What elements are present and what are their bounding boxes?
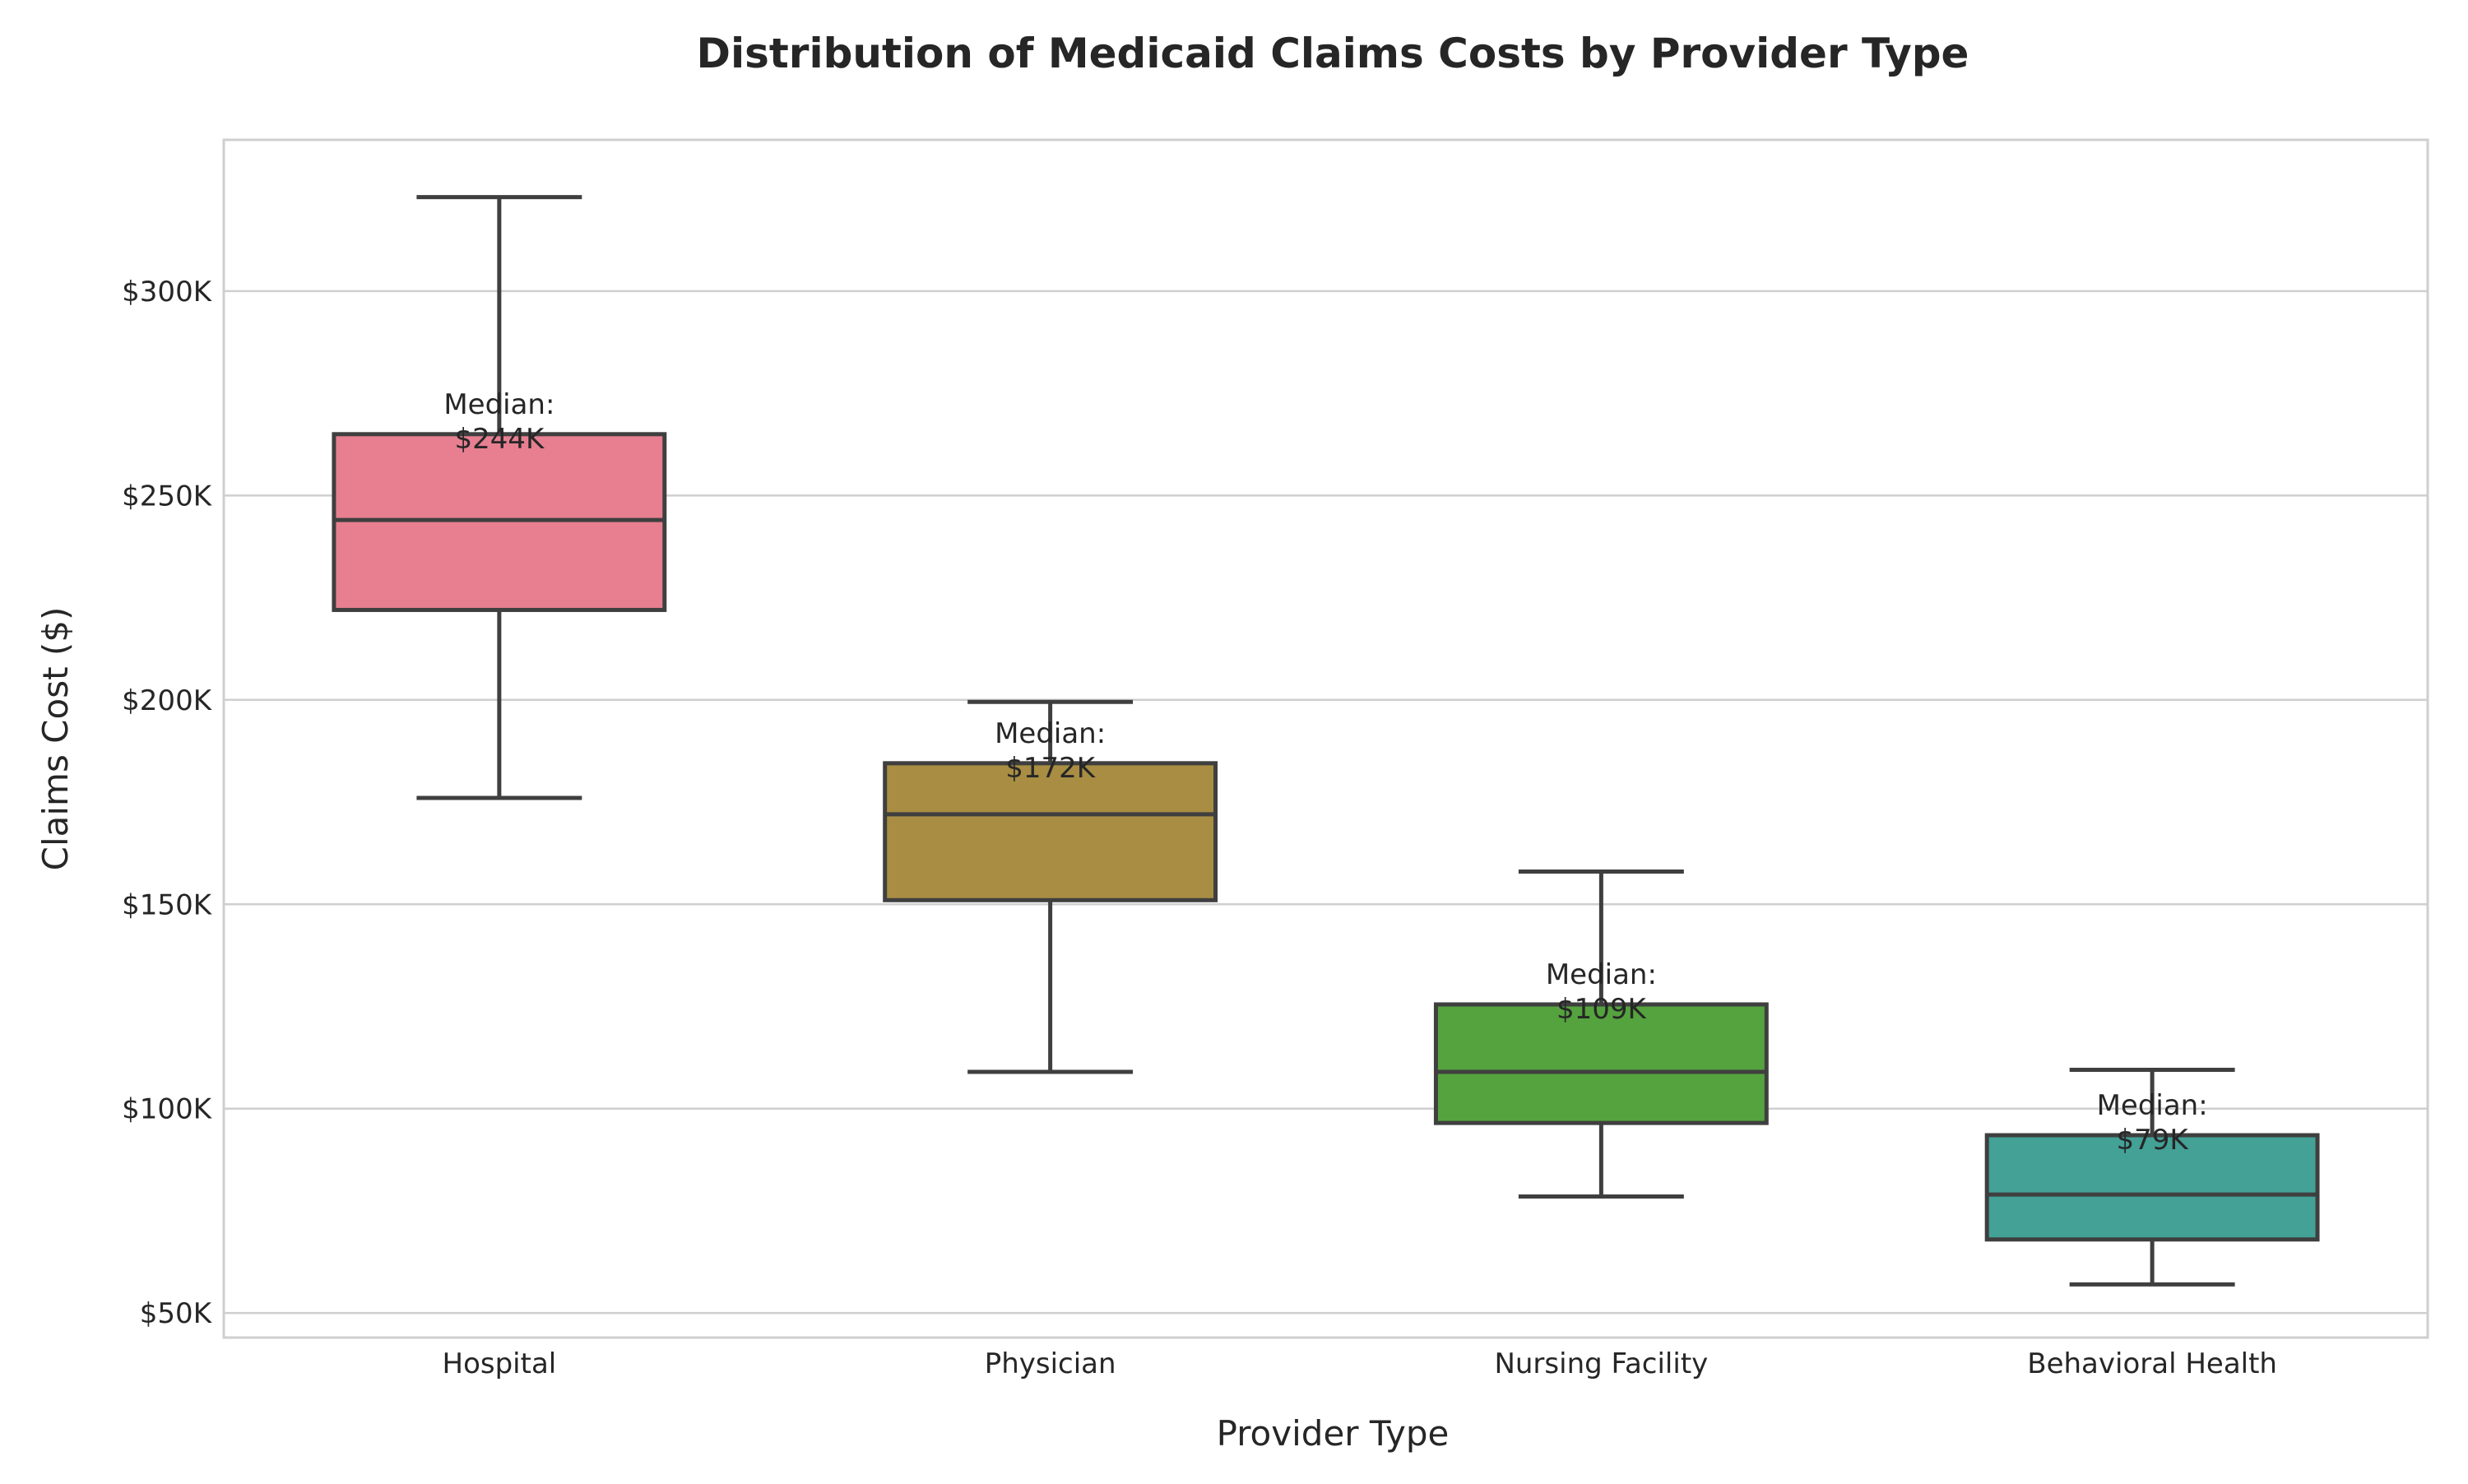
box-layer <box>332 195 2320 1287</box>
box-iqr <box>1433 1002 1769 1125</box>
x-tick-label: Physician <box>985 1347 1116 1380</box>
median-label-line-2: $172K <box>1005 752 1097 785</box>
x-tick-label: Nursing Facility <box>1494 1347 1708 1380</box>
x-axis-ticks: Hospital Physician Nursing Facility Behavio… <box>443 1347 2277 1380</box>
median-label-line-2: $79K <box>2117 1124 2190 1157</box>
x-tick-label: Behavioral Health <box>2027 1347 2277 1380</box>
median-label-line-2: $109K <box>1556 993 1648 1026</box>
y-axis-label: Claims Cost ($) <box>35 607 76 871</box>
x-tick-label: Hospital <box>443 1347 557 1380</box>
box-iqr <box>1984 1133 2320 1242</box>
box-plot-group <box>332 195 667 800</box>
median-label-line-1: Median: <box>1546 958 1657 991</box>
box-plot-group <box>1433 870 1769 1199</box>
chart-title: Distribution of Medicaid Claims Costs by… <box>697 30 1969 77</box>
y-tick-label: $250K <box>122 480 213 512</box>
y-tick-label: $150K <box>122 888 213 921</box>
box-plot-group <box>883 699 1218 1074</box>
y-axis-ticks: $50K $100K $150K $200K $250K $300K <box>122 276 213 1330</box>
y-tick-label: $100K <box>122 1093 213 1126</box>
x-axis-label: Provider Type <box>1217 1413 1450 1454</box>
median-label-line-1: Median: <box>995 717 1106 750</box>
plot-frame <box>222 138 2429 1339</box>
y-tick-label: $300K <box>122 276 213 308</box>
median-label-line-1: Median: <box>443 388 554 421</box>
median-label-layer: Median:$244KMedian:$172KMedian:$109KMedi… <box>443 388 2207 1157</box>
box-plot-group <box>1984 1068 2320 1287</box>
y-tick-label: $200K <box>122 684 213 717</box>
median-label-line-1: Median: <box>2097 1089 2208 1122</box>
y-tick-label: $50K <box>140 1297 213 1330</box>
median-label-line-2: $244K <box>454 423 545 456</box>
box-iqr <box>883 761 1218 902</box>
